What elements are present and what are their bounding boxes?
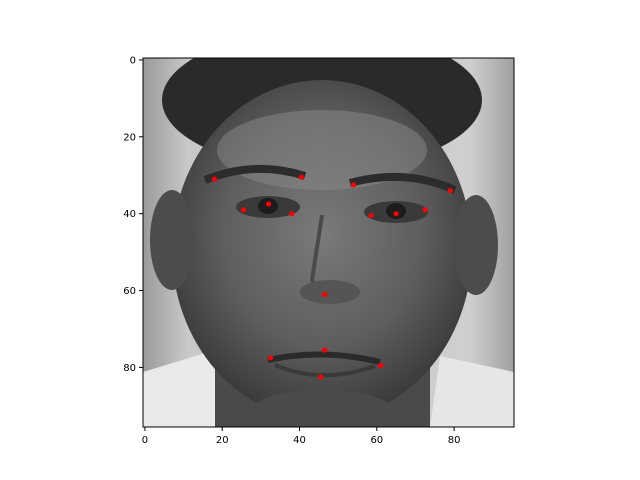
keypoint-marker [422, 207, 428, 213]
x-tick-label: 80 [448, 435, 461, 446]
keypoint-marker [211, 176, 218, 182]
y-tick-label: 20 [123, 132, 136, 143]
y-tick-label: 80 [123, 363, 136, 374]
plot-frame [142, 57, 515, 428]
x-tick-label: 40 [293, 435, 306, 446]
y-tick-label: 0 [130, 55, 136, 66]
keypoint-marker [322, 291, 328, 297]
keypoint-marker [265, 201, 272, 207]
keypoint-marker [318, 374, 324, 380]
keypoint-marker [368, 212, 374, 219]
face-image [143, 58, 514, 427]
keypoint-marker [267, 355, 274, 361]
keypoints [211, 174, 453, 380]
keypoint-marker [289, 211, 295, 217]
x-tick-label: 0 [142, 435, 148, 446]
x-axis: 0 20 40 60 80 [142, 427, 461, 446]
x-tick-label: 20 [216, 435, 229, 446]
keypoint-marker [240, 207, 247, 213]
keypoint-marker [322, 347, 328, 353]
keypoint-marker [393, 211, 399, 217]
keypoint-marker [378, 362, 384, 369]
x-tick-label: 60 [370, 435, 383, 446]
y-axis: 0 20 40 60 80 [123, 55, 143, 374]
y-tick-label: 60 [123, 286, 136, 297]
keypoint-marker [298, 174, 305, 180]
keypoint-marker [351, 182, 357, 188]
y-tick-label: 40 [123, 209, 136, 220]
keypoint-marker [447, 188, 453, 194]
